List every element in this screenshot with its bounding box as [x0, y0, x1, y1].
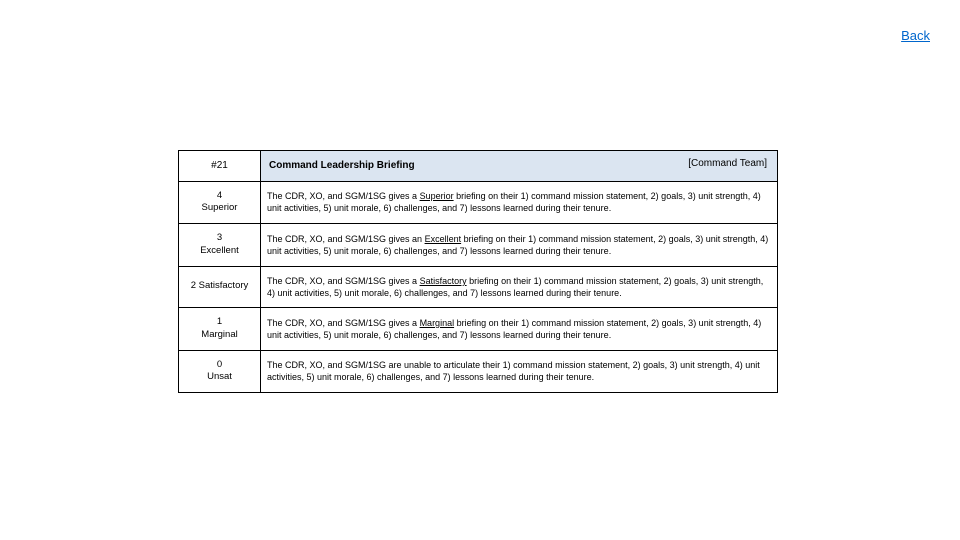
rating-score: 1	[185, 316, 254, 329]
rating-keyword: Superior	[420, 191, 454, 201]
rating-label: Superior	[185, 202, 254, 215]
rating-score: 3	[185, 232, 254, 245]
rating-keyword: Satisfactory	[420, 276, 467, 286]
table-row: 2 SatisfactoryThe CDR, XO, and SGM/1SG g…	[179, 266, 778, 307]
table-row: 4SuperiorThe CDR, XO, and SGM/1SG gives …	[179, 181, 778, 224]
rating-cell: 3Excellent	[179, 224, 261, 267]
rubric-owner: [Command Team]	[688, 157, 767, 171]
rating-cell: 2 Satisfactory	[179, 266, 261, 307]
rubric-header-row: #21 Command Leadership Briefing [Command T…	[179, 151, 778, 182]
rubric-title: Command Leadership Briefing	[269, 160, 415, 171]
table-row: 1MarginalThe CDR, XO, and SGM/1SG gives …	[179, 308, 778, 351]
rating-cell: 1Marginal	[179, 308, 261, 351]
rating-label: Excellent	[185, 245, 254, 258]
rating-description: The CDR, XO, and SGM/1SG gives a Margina…	[261, 308, 778, 351]
rubric-table: #21 Command Leadership Briefing [Command T…	[178, 150, 778, 393]
rating-description: The CDR, XO, and SGM/1SG gives a Satisfa…	[261, 266, 778, 307]
rating-label: Unsat	[185, 371, 254, 384]
rubric-id: #21	[179, 151, 261, 182]
rating-score: 4	[185, 190, 254, 203]
rating-keyword: Marginal	[420, 318, 455, 328]
rating-description: The CDR, XO, and SGM/1SG gives a Superio…	[261, 181, 778, 224]
table-row: 0UnsatThe CDR, XO, and SGM/1SG are unabl…	[179, 350, 778, 393]
table-row: 3ExcellentThe CDR, XO, and SGM/1SG gives…	[179, 224, 778, 267]
rating-cell: 4Superior	[179, 181, 261, 224]
rating-cell: 0Unsat	[179, 350, 261, 393]
rating-keyword: Excellent	[425, 234, 462, 244]
back-link[interactable]: Back	[901, 28, 930, 43]
rating-description: The CDR, XO, and SGM/1SG gives an Excell…	[261, 224, 778, 267]
rating-score: 0	[185, 359, 254, 372]
rating-description: The CDR, XO, and SGM/1SG are unable to a…	[261, 350, 778, 393]
rubric-table-container: #21 Command Leadership Briefing [Command T…	[178, 150, 778, 393]
rubric-title-cell: Command Leadership Briefing [Command Team…	[261, 151, 778, 182]
rating-label: Marginal	[185, 329, 254, 342]
